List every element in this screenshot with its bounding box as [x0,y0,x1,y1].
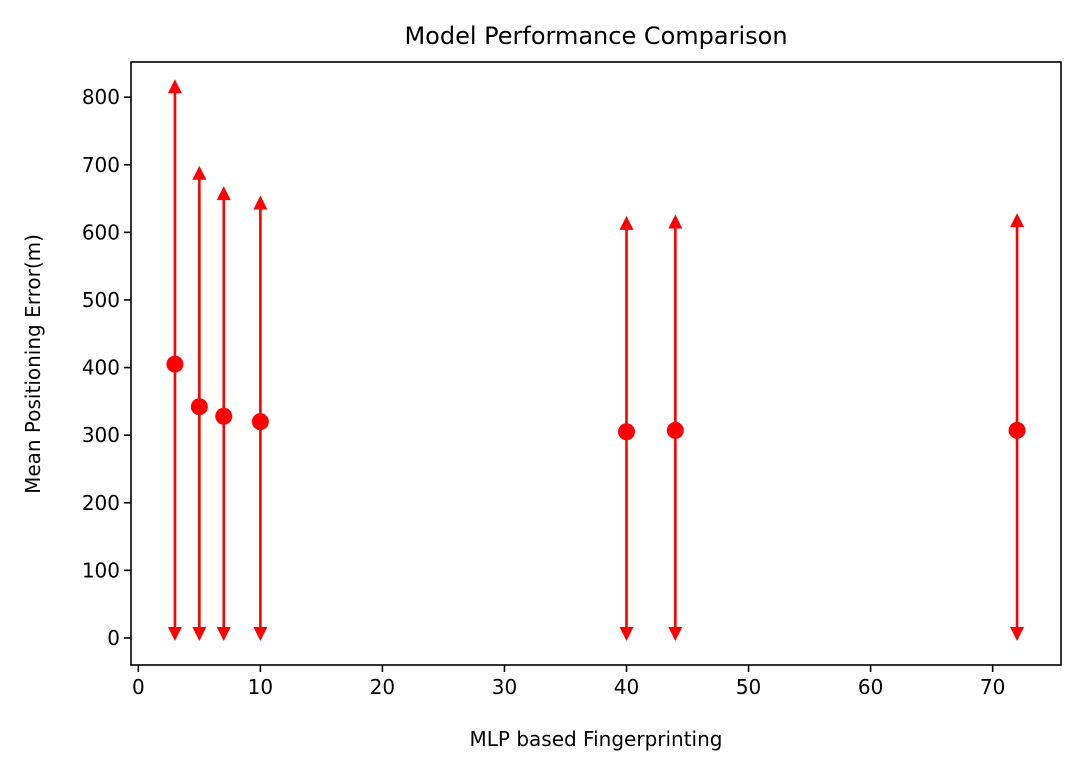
error-bar-upper-arrow [167,79,182,94]
data-point [666,421,684,439]
x-tick-label: 10 [248,675,273,699]
error-bar-upper-arrow [619,215,634,230]
x-tick-label: 20 [370,675,395,699]
error-bar-lower-arrow [253,626,268,641]
y-tick-label: 100 [82,558,120,582]
x-tick-label: 0 [132,675,145,699]
error-bar-lower-arrow [167,626,182,641]
plot-frame [130,61,1062,666]
x-tick-label: 70 [980,675,1005,699]
y-tick-label: 400 [82,356,120,380]
y-tick-label: 800 [82,85,120,109]
x-axis-ticks: 0 10 20 30 40 50 60 70 [132,665,1005,699]
y-tick-label: 700 [82,153,120,177]
error-bar-lower-arrow [668,626,683,641]
x-tick-label: 40 [614,675,639,699]
y-tick-label: 500 [82,288,120,312]
data-point [251,413,269,431]
chart-title: Model Performance Comparison [404,22,787,50]
error-bar-upper-arrow [192,165,207,180]
y-axis-title: Mean Positioning Error(m) [21,234,45,494]
x-axis-title: MLP based Fingerprinting [470,727,723,751]
x-tick-label: 60 [858,675,883,699]
data-point [166,355,184,373]
error-bar-lower-arrow [619,626,634,641]
x-tick-label: 30 [492,675,517,699]
error-bar-lower-arrow [1010,626,1025,641]
error-bar-lower-arrow [216,626,231,641]
error-bar-upper-arrow [253,195,268,210]
data-point [215,407,233,425]
y-tick-label: 600 [82,220,120,244]
error-bar-upper-arrow [216,186,231,201]
error-bar-upper-arrow [668,214,683,229]
data-point [1008,421,1026,439]
y-axis-ticks: 0 100 200 300 400 500 600 700 800 [82,85,131,650]
plot-layer [166,79,1026,641]
error-bar-upper-arrow [1010,213,1025,228]
x-tick-label: 50 [736,675,761,699]
y-tick-label: 200 [82,491,120,515]
y-tick-label: 0 [107,626,120,650]
data-point [618,423,636,441]
y-tick-label: 300 [82,423,120,447]
data-point [190,398,208,416]
error-bar-lower-arrow [192,626,207,641]
